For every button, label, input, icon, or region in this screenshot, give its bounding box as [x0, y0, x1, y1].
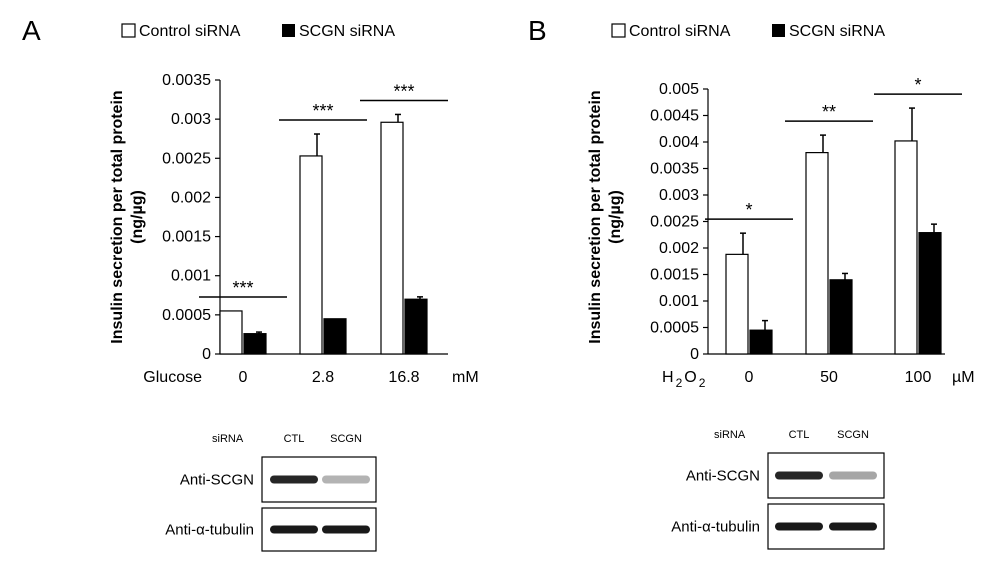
- blot-band: [829, 522, 877, 531]
- legend-label-scgn: SCGN siRNA: [299, 23, 395, 40]
- bar-scgn: [829, 279, 853, 355]
- blot-lane-label: CTL: [284, 433, 305, 445]
- blot-row-label: Anti-SCGN: [180, 472, 254, 489]
- legend-swatch-scgn: [772, 24, 785, 37]
- y-tick-label: 0.002: [171, 189, 211, 206]
- blot-row-label: Anti-α-tubulin: [165, 522, 254, 539]
- panel-label: B: [528, 15, 547, 46]
- legend-label-control: Control siRNA: [139, 23, 241, 40]
- y-tick-label: 0.0005: [162, 307, 211, 324]
- y-tick-label: 0.0035: [650, 161, 699, 178]
- y-axis-label-unit: (ng/µg): [129, 190, 146, 244]
- legend-swatch-scgn: [282, 24, 295, 37]
- significance-stars: *: [745, 200, 752, 220]
- blot-band: [775, 522, 823, 531]
- blot-header-label: siRNA: [212, 433, 244, 445]
- x-tick-label: 0: [239, 369, 248, 386]
- blot-band: [829, 471, 877, 480]
- y-tick-label: 0.004: [659, 134, 699, 151]
- blot-band: [775, 471, 823, 480]
- western-blot-b: siRNA CTL SCGN Anti-SCGN Anti-α-tubulin: [671, 429, 885, 550]
- x-tick-label: 0: [745, 369, 754, 386]
- y-axis-label-unit: (ng/µg): [607, 190, 624, 244]
- blot-lane-label: SCGN: [837, 429, 869, 441]
- western-blot-a: siRNA CTL SCGN Anti-SCGN Anti-α-tubulin: [165, 433, 377, 552]
- legend-label-control: Control siRNA: [629, 23, 731, 40]
- blot-band: [270, 525, 318, 534]
- legend: Control siRNA SCGN siRNA: [611, 23, 885, 40]
- legend-label-scgn: SCGN siRNA: [789, 23, 885, 40]
- bar-control: [725, 253, 749, 355]
- blot-band: [270, 475, 318, 484]
- x-axis-unit: mM: [452, 369, 479, 386]
- y-tick-label: 0.0045: [650, 108, 699, 125]
- blot-row-label: Anti-α-tubulin: [671, 519, 760, 536]
- y-axis-label: Insulin secretion per total protein: [587, 90, 604, 343]
- significance-stars: ***: [393, 81, 414, 101]
- bar-scgn: [749, 329, 773, 355]
- x-tick-label: 100: [905, 369, 932, 386]
- chart-panel-a: A Control siRNA SCGN siRNA 0 0.0005 0.001 0.00…: [22, 15, 479, 386]
- y-tick-label: 0.0005: [650, 320, 699, 337]
- legend: Control siRNA SCGN siRNA: [121, 23, 395, 40]
- bar-control: [894, 140, 918, 355]
- bar-control: [299, 155, 323, 355]
- panel-label: A: [22, 15, 41, 46]
- y-tick-label: 0: [202, 346, 211, 363]
- blot-band: [322, 525, 370, 534]
- y-tick-label: 0.001: [171, 268, 211, 285]
- blot-band: [322, 475, 370, 484]
- y-tick-label: 0.0015: [162, 229, 211, 246]
- y-tick-label: 0.003: [659, 187, 699, 204]
- bar-scgn: [243, 333, 267, 355]
- y-tick-label: 0.005: [659, 81, 699, 98]
- x-tick-label: 50: [820, 369, 838, 386]
- legend-swatch-control: [121, 23, 136, 38]
- x-axis-unit: µM: [952, 369, 975, 386]
- significance-stars: ***: [312, 101, 333, 121]
- legend-swatch-control: [611, 23, 626, 38]
- y-tick-label: 0: [690, 346, 699, 363]
- bar-scgn: [404, 298, 428, 355]
- bar-scgn: [323, 318, 347, 355]
- y-tick-label: 0.0025: [650, 214, 699, 231]
- y-tick-label: 0.002: [659, 240, 699, 257]
- blot-lane-label: SCGN: [330, 433, 362, 445]
- y-tick-label: 0.0025: [162, 150, 211, 167]
- significance-stars: **: [822, 102, 836, 122]
- y-tick-label: 0.003: [171, 111, 211, 128]
- x-tick-label: 2.8: [312, 369, 334, 386]
- bar-control: [380, 121, 404, 355]
- chart-panel-b: B Control siRNA SCGN siRNA 0 0.0005 0.001 0.00…: [528, 15, 975, 390]
- y-axis-label: Insulin secretion per total protein: [109, 90, 126, 343]
- significance-stars: *: [914, 75, 921, 95]
- significance-stars: ***: [232, 278, 253, 298]
- bar-control: [219, 310, 243, 355]
- y-tick-label: 0.0035: [162, 72, 211, 89]
- bar-control: [805, 152, 829, 355]
- blot-row-label: Anti-SCGN: [686, 468, 760, 485]
- y-tick-label: 0.0015: [650, 267, 699, 284]
- y-tick-label: 0.001: [659, 293, 699, 310]
- blot-lane-label: CTL: [789, 429, 810, 441]
- x-tick-label: 16.8: [388, 369, 419, 386]
- bar-scgn: [918, 232, 942, 355]
- blot-header-label: siRNA: [714, 429, 746, 441]
- x-axis-prefix: Glucose: [143, 369, 202, 386]
